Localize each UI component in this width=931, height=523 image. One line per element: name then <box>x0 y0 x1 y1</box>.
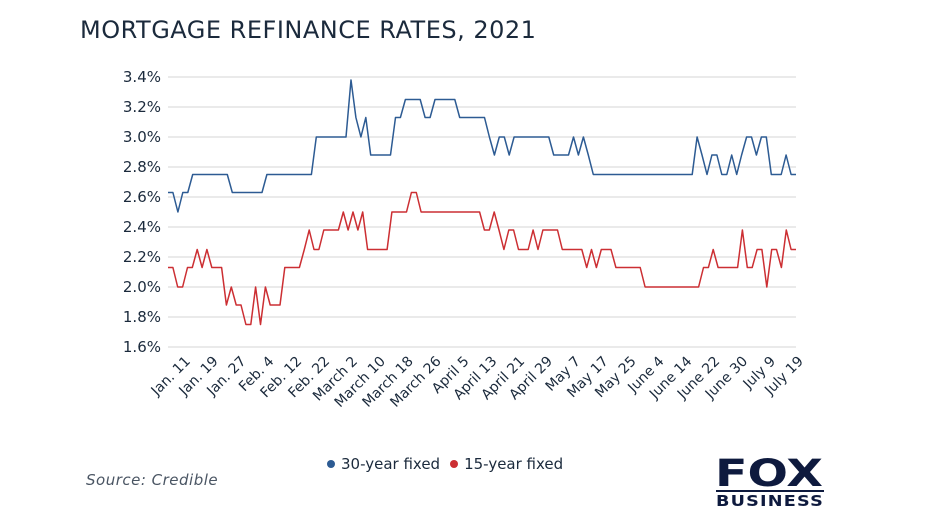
y-tick-label: 2.4% <box>123 218 161 236</box>
y-tick-label: 2.0% <box>123 278 161 296</box>
y-tick-label: 2.8% <box>123 158 161 176</box>
chart-legend: 30-year fixed 15-year fixed <box>327 455 573 473</box>
y-tick-label: 2.6% <box>123 188 161 206</box>
y-tick-labels: 3.4% 3.2% 3.0% 2.8% 2.6% 2.4% 2.2% 2.0% 1.8% 1.6% <box>123 68 161 356</box>
y-tick-label: 3.4% <box>123 68 161 86</box>
series-lines <box>168 79 796 326</box>
legend-item-30-year: 30-year fixed <box>327 455 440 473</box>
y-tick-label: 1.6% <box>123 338 161 356</box>
legend-item-15-year: 15-year fixed <box>450 455 563 473</box>
legend-label-30-year: 30-year fixed <box>341 455 441 473</box>
fox-business-logo: FOX BUSINESS <box>715 452 824 508</box>
svg-text:BUSINESS: BUSINESS <box>716 492 824 508</box>
series-line-15-year-fixed <box>168 191 796 326</box>
legend-marker-15-year <box>450 460 459 468</box>
y-tick-label: 3.2% <box>123 98 161 116</box>
chart: 3.4% 3.2% 3.0% 2.8% 2.6% 2.4% 2.2% 2.0% 1.8% 1.6%… <box>123 68 807 411</box>
y-tick-label: 1.8% <box>123 308 161 326</box>
chart-title: MORTGAGE REFINANCE RATES, 2021 <box>80 16 537 44</box>
y-tick-label: 3.0% <box>123 128 161 146</box>
svg-text:FOX: FOX <box>715 452 823 495</box>
series-line-30-year-fixed <box>168 79 796 213</box>
legend-marker-30-year <box>327 460 335 468</box>
legend-label-15-year: 15-year fixed <box>464 455 564 473</box>
y-gridlines <box>168 76 796 348</box>
source-note: Source: Credible <box>86 471 219 489</box>
y-tick-label: 2.2% <box>123 248 161 266</box>
